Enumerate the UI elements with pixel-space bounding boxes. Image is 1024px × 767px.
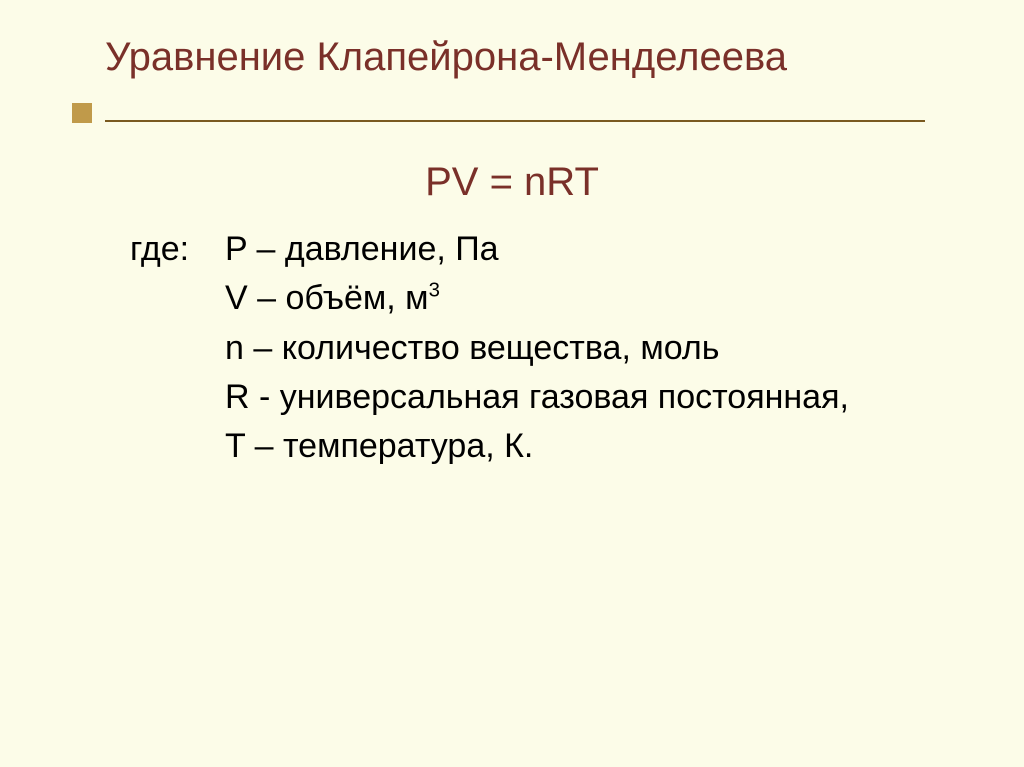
def-text: давление, Па <box>285 230 499 268</box>
def-symbol: T <box>225 427 245 465</box>
def-text: объём, м <box>286 279 429 317</box>
def-symbol: V <box>225 279 248 317</box>
def-text: температура, К. <box>283 427 533 465</box>
def-sep: – <box>248 279 286 317</box>
def-symbol: n <box>225 329 244 367</box>
def-symbol: R <box>225 378 250 416</box>
bullet-square-icon <box>72 103 92 123</box>
def-symbol: P <box>225 230 247 268</box>
slide: Уравнение Клапейрона-Менделеева PV = nRT… <box>0 0 1024 767</box>
definition-row: R - универсальная газовая постоянная, <box>130 373 849 422</box>
definitions-block: где:P – давление, Па V – объём, м3 n – к… <box>130 225 849 471</box>
slide-title: Уравнение Клапейрона-Менделеева <box>105 32 925 82</box>
where-label: где: <box>130 225 225 274</box>
title-underline <box>105 120 925 122</box>
def-text: количество вещества, моль <box>282 329 720 367</box>
def-sep: – <box>245 427 283 465</box>
def-sep: - <box>250 378 280 416</box>
definition-row: V – объём, м3 <box>130 274 849 323</box>
definition-row: n – количество вещества, моль <box>130 324 849 373</box>
def-text: универсальная газовая постоянная, <box>280 378 849 416</box>
main-equation: PV = nRT <box>0 160 1024 205</box>
title-area: Уравнение Клапейрона-Менделеева <box>105 32 925 82</box>
def-superscript: 3 <box>429 280 440 302</box>
def-sep: – <box>247 230 285 268</box>
definition-row: где:P – давление, Па <box>130 225 849 274</box>
def-sep: – <box>244 329 282 367</box>
definition-row: T – температура, К. <box>130 422 849 471</box>
